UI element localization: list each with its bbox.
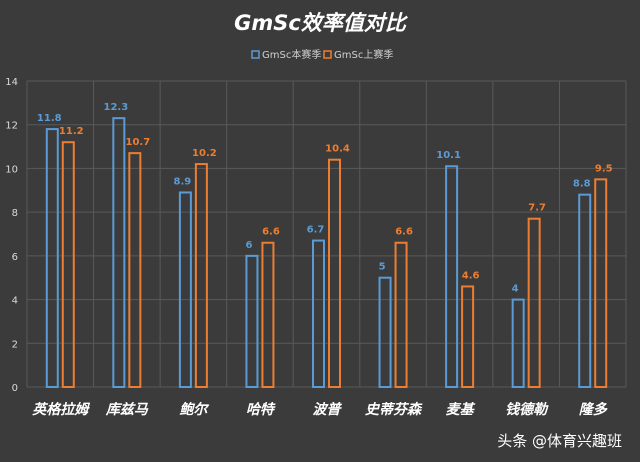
x-tick-label: 哈特 bbox=[246, 401, 276, 418]
bar-current bbox=[445, 165, 459, 388]
bar-previous bbox=[527, 217, 541, 388]
y-axis: 0 2 4 6 8 10 12 14 bbox=[5, 77, 18, 394]
x-tick-label: 钱德勒 bbox=[505, 401, 549, 418]
data-label: 8.8 bbox=[573, 179, 591, 190]
data-label: 6.6 bbox=[395, 227, 413, 238]
y-tick-label: 10 bbox=[5, 164, 18, 175]
bar-current bbox=[245, 254, 259, 388]
data-label: 10.1 bbox=[436, 150, 461, 161]
data-label: 6 bbox=[245, 240, 252, 251]
legend-swatch bbox=[323, 50, 332, 59]
legend-swatch bbox=[251, 50, 260, 59]
legend-label: GmSc上赛季 bbox=[334, 48, 393, 61]
data-label: 10.4 bbox=[325, 144, 350, 155]
data-label: 6.6 bbox=[262, 227, 280, 238]
data-label: 4.6 bbox=[462, 270, 480, 281]
data-label: 11.2 bbox=[59, 126, 84, 137]
y-tick-label: 0 bbox=[12, 383, 18, 394]
data-labels: 11.8 11.2 12.3 10.7 8.9 10.2 6 6.6 6.7 10.4 5 6.6 10… bbox=[37, 102, 613, 294]
y-tick-label: 14 bbox=[5, 77, 18, 88]
bar-previous bbox=[328, 158, 341, 388]
x-tick-label: 波普 bbox=[313, 401, 343, 418]
bar-current bbox=[378, 276, 392, 389]
x-tick-label: 鲍尔 bbox=[179, 401, 210, 418]
x-axis: 英格拉姆 库兹马 鲍尔 哈特 波普 史蒂芬森 麦基 钱德勒 隆多 bbox=[31, 401, 607, 418]
bar-previous bbox=[61, 141, 75, 388]
x-tick-label: 英格拉姆 bbox=[31, 401, 90, 418]
bar-previous bbox=[128, 152, 142, 388]
data-label: 6.7 bbox=[307, 225, 325, 236]
data-label: 4 bbox=[512, 284, 519, 295]
x-tick-label: 史蒂芬森 bbox=[365, 401, 423, 418]
x-tick-label: 库兹马 bbox=[105, 401, 149, 418]
bar-current bbox=[178, 191, 192, 388]
y-tick-label: 4 bbox=[12, 296, 18, 307]
bar-current bbox=[312, 239, 325, 388]
chart-title: GmSc效率值对比 bbox=[234, 11, 409, 35]
data-label: 11.8 bbox=[37, 113, 62, 124]
data-label: 7.7 bbox=[528, 203, 546, 214]
bars bbox=[45, 117, 608, 389]
y-tick-label: 8 bbox=[12, 208, 18, 219]
legend: GmSc本赛季 GmSc上赛季 bbox=[251, 48, 393, 61]
watermark-text: 头条 @体育兴趣班 bbox=[497, 432, 622, 450]
data-label: 8.9 bbox=[174, 176, 192, 187]
bar-current bbox=[511, 298, 525, 389]
legend-label: GmSc本赛季 bbox=[262, 48, 321, 61]
bar-previous bbox=[194, 163, 208, 388]
data-label: 10.2 bbox=[192, 148, 217, 159]
x-tick-label: 麦基 bbox=[446, 401, 476, 418]
bar-previous bbox=[461, 285, 475, 389]
y-tick-label: 12 bbox=[5, 121, 18, 132]
data-label: 12.3 bbox=[103, 102, 128, 113]
data-label: 5 bbox=[379, 262, 386, 273]
bar-current bbox=[578, 193, 592, 388]
data-label: 9.5 bbox=[595, 163, 613, 174]
y-tick-label: 2 bbox=[12, 339, 18, 350]
bar-previous bbox=[394, 241, 408, 388]
y-tick-label: 6 bbox=[12, 252, 18, 263]
bar-current bbox=[112, 117, 126, 389]
bar-previous bbox=[261, 241, 275, 388]
gridlines bbox=[26, 80, 627, 388]
x-tick-label: 隆多 bbox=[579, 401, 608, 418]
data-label: 10.7 bbox=[125, 137, 150, 148]
bar-previous bbox=[594, 178, 608, 388]
bar-current bbox=[45, 128, 59, 388]
